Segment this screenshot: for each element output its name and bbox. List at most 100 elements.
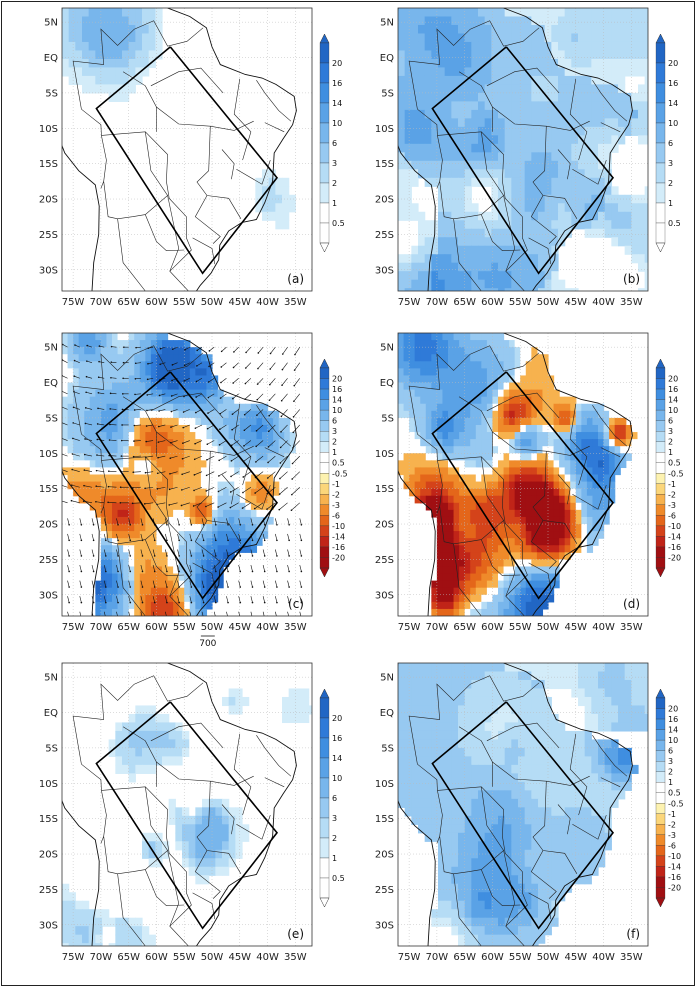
field-cell bbox=[108, 84, 116, 94]
field-cell bbox=[173, 432, 180, 440]
field-cell bbox=[62, 389, 69, 398]
field-cell bbox=[156, 354, 163, 362]
field-cell bbox=[571, 33, 579, 43]
field-cell bbox=[509, 439, 516, 447]
field-cell bbox=[442, 495, 449, 504]
field-cell bbox=[134, 439, 141, 447]
field-cell bbox=[471, 211, 479, 221]
field-cell bbox=[531, 460, 538, 469]
field-cell bbox=[509, 417, 516, 426]
wind-arrow-head bbox=[281, 384, 283, 386]
field-cell bbox=[425, 453, 432, 461]
wind-arrow bbox=[184, 362, 190, 366]
wind-arrow-head bbox=[108, 470, 110, 472]
colorbar-segment bbox=[319, 122, 330, 144]
field-cell bbox=[84, 446, 91, 454]
field-cell bbox=[398, 432, 405, 440]
field-cell bbox=[481, 516, 488, 525]
field-cell bbox=[411, 16, 419, 26]
field-cell bbox=[162, 722, 170, 732]
wind-arrow bbox=[79, 596, 82, 603]
wind-arrow-head bbox=[239, 570, 242, 573]
wind-arrow-head bbox=[168, 504, 171, 506]
field-cell bbox=[134, 403, 141, 412]
field-cell bbox=[542, 502, 549, 511]
field-cell bbox=[491, 237, 499, 247]
field-cell bbox=[106, 403, 113, 412]
wind-arrow-head bbox=[208, 350, 211, 352]
field-cell bbox=[273, 410, 280, 419]
field-cell bbox=[624, 92, 632, 102]
field-cell bbox=[553, 573, 560, 582]
wind-arrow-head bbox=[74, 344, 76, 346]
field-cell bbox=[145, 502, 152, 511]
field-cell bbox=[638, 84, 646, 94]
field-cell bbox=[438, 58, 446, 69]
field-cell bbox=[223, 552, 230, 560]
field-cell bbox=[464, 262, 472, 272]
field-cell bbox=[156, 446, 163, 454]
colorbar-segment bbox=[655, 494, 666, 505]
colorbar-label: 20 bbox=[332, 59, 342, 68]
field-cell bbox=[189, 375, 196, 384]
field-cell bbox=[503, 495, 510, 504]
lon-tick-label: 35W bbox=[284, 297, 307, 308]
field-cell bbox=[481, 389, 488, 398]
field-cell bbox=[603, 488, 610, 497]
field-cell bbox=[518, 101, 526, 111]
field-cell bbox=[411, 262, 419, 272]
field-cell bbox=[464, 279, 472, 289]
wind-arrow bbox=[287, 564, 290, 572]
field-cell bbox=[217, 453, 224, 461]
wind-arrow bbox=[201, 518, 204, 525]
wind-arrow-head bbox=[251, 523, 254, 526]
lon-tick-label: 40W bbox=[256, 297, 279, 308]
colorbar-label: 10 bbox=[332, 406, 342, 415]
wind-arrow-head bbox=[153, 570, 156, 573]
field-cell bbox=[228, 403, 235, 412]
field-cell bbox=[564, 186, 572, 196]
wind-arrow-head bbox=[84, 407, 87, 409]
field-cell bbox=[624, 58, 632, 69]
wind-arrow bbox=[280, 440, 288, 448]
field-cell bbox=[564, 545, 571, 553]
field-cell bbox=[212, 474, 219, 483]
field-cell bbox=[156, 488, 163, 497]
field-cell bbox=[504, 58, 512, 69]
field-cell bbox=[436, 559, 444, 568]
field-cell bbox=[100, 467, 108, 476]
field-cell bbox=[525, 424, 532, 433]
field-cell bbox=[206, 495, 213, 504]
field-cell bbox=[217, 488, 224, 497]
wind-arrow bbox=[197, 346, 203, 351]
field-cell bbox=[206, 524, 213, 532]
field-cell bbox=[591, 169, 599, 179]
field-cell bbox=[195, 594, 202, 603]
field-cell bbox=[442, 347, 449, 355]
field-cell bbox=[178, 439, 185, 447]
field-cell bbox=[604, 186, 612, 196]
wind-arrow bbox=[165, 533, 168, 541]
field-cell bbox=[162, 739, 170, 749]
field-cell bbox=[167, 424, 174, 433]
field-cell bbox=[453, 361, 460, 369]
field-cell bbox=[420, 460, 427, 469]
field-cell bbox=[581, 467, 588, 476]
field-cell bbox=[553, 559, 560, 568]
field-cell bbox=[618, 67, 626, 77]
field-cell bbox=[424, 126, 432, 136]
field-cell bbox=[95, 481, 102, 490]
field-cell bbox=[598, 177, 606, 187]
field-cell bbox=[478, 126, 486, 136]
wind-arrow bbox=[269, 378, 276, 385]
field-cell bbox=[436, 354, 444, 362]
field-cell bbox=[404, 118, 412, 128]
field-cell bbox=[558, 8, 566, 18]
field-cell bbox=[498, 432, 505, 440]
wind-arrow-head bbox=[83, 484, 85, 487]
field-cell bbox=[544, 203, 552, 213]
field-cell bbox=[518, 41, 526, 52]
field-cell bbox=[195, 347, 202, 355]
field-cell bbox=[100, 403, 108, 412]
field-cell bbox=[122, 764, 130, 774]
